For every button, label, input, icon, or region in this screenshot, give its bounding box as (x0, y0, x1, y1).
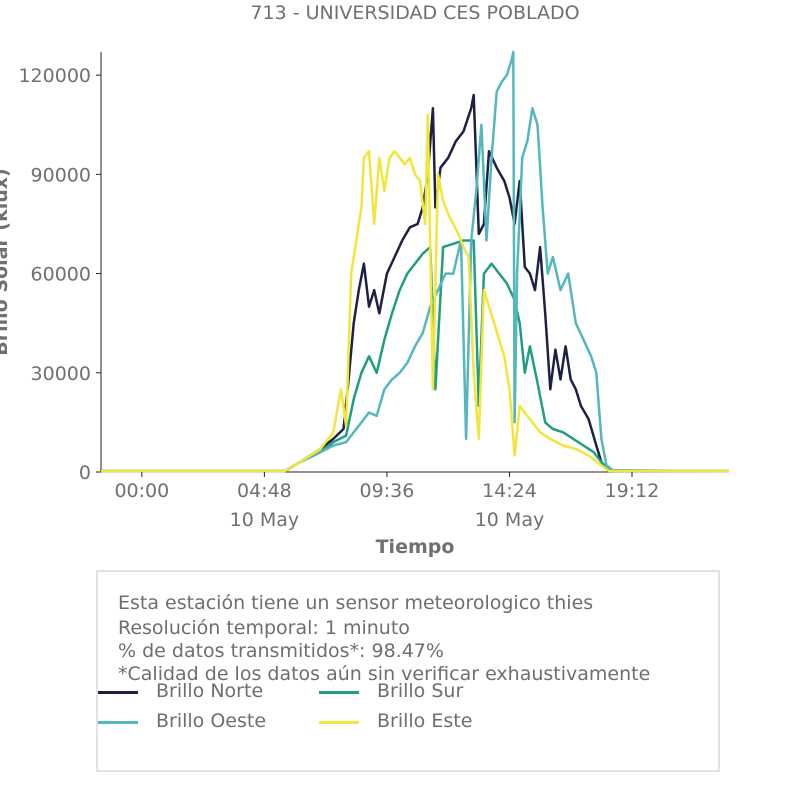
legend-swatch-sur (319, 691, 359, 694)
x-tick-label: 04:48 (237, 480, 292, 502)
y-tick-label: 90000 (31, 164, 91, 186)
x-tick-label: 19:12 (605, 480, 660, 502)
legend-item-este: Brillo Este (319, 710, 519, 734)
legend-swatch-oeste (98, 721, 138, 724)
line-chart: 0 30000 60000 90000 120000 00:00 04:48 10 May 09… (0, 50, 730, 558)
x-tick-date-label: 10 May (230, 509, 300, 531)
x-tick-date-label: 10 May (475, 509, 545, 531)
series-line-brillo-norte (101, 93, 729, 473)
series-line-brillo-sur (101, 239, 730, 473)
series-layer (101, 50, 730, 473)
tick-layer: 0 30000 60000 90000 120000 00:00 04:48 10 May 09… (0, 65, 659, 558)
chart-title: 713 - UNIVERSIDAD CES POBLADO (250, 2, 580, 24)
legend-swatch-este (319, 721, 359, 724)
legend-label-sur: Brillo Sur (377, 680, 464, 702)
y-tick-label: 30000 (31, 363, 91, 385)
y-tick-label: 0 (79, 462, 91, 484)
legend-swatch-norte (98, 691, 138, 694)
y-tick-label: 120000 (18, 65, 91, 87)
x-tick-label: 14:24 (482, 480, 537, 502)
info-quality-note: *Calidad de los datos aún sin verificar … (118, 663, 651, 685)
legend-item-sur: Brillo Sur (319, 680, 519, 704)
legend-item-oeste: Brillo Oeste (98, 710, 298, 734)
info-data-percentage: % de datos transmitidos*: 98.47% (118, 640, 444, 662)
x-tick-label: 09:36 (360, 480, 415, 502)
y-axis-title: Brillo Solar (klux) (0, 168, 12, 355)
y-tick-label: 60000 (31, 264, 91, 286)
legend-label-norte: Brillo Norte (156, 680, 264, 702)
series-line-brillo-este (101, 113, 729, 473)
x-tick-label: 00:00 (114, 480, 169, 502)
legend-item-norte: Brillo Norte (98, 680, 298, 704)
info-station-sensor: Esta estación tiene un sensor meteorolog… (118, 592, 594, 614)
info-resolution: Resolución temporal: 1 minuto (118, 617, 410, 639)
legend-label-oeste: Brillo Oeste (156, 710, 267, 732)
x-axis-title: Tiempo (376, 536, 455, 558)
info-box: Esta estación tiene un sensor meteorolog… (96, 570, 720, 772)
series-line-brillo-oeste (101, 50, 730, 473)
legend-label-este: Brillo Este (377, 710, 473, 732)
